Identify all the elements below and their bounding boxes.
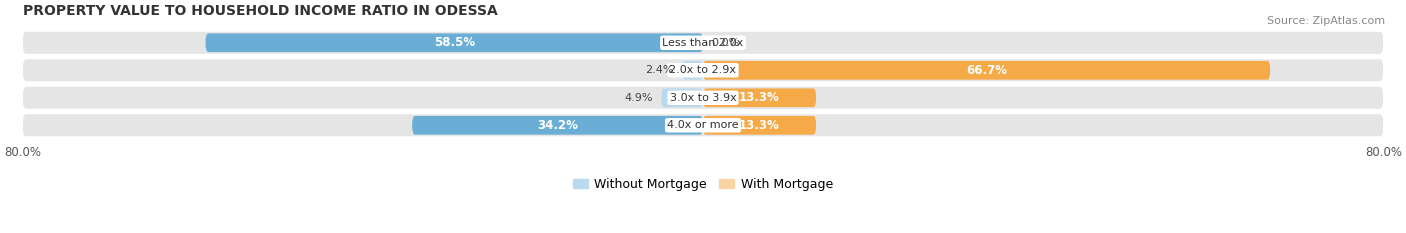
FancyBboxPatch shape (205, 33, 703, 52)
FancyBboxPatch shape (661, 89, 703, 107)
Text: 2.0x to 2.9x: 2.0x to 2.9x (669, 65, 737, 75)
Text: 13.3%: 13.3% (740, 119, 780, 132)
Text: 2.4%: 2.4% (645, 65, 673, 75)
Text: 4.9%: 4.9% (624, 93, 652, 103)
Text: 3.0x to 3.9x: 3.0x to 3.9x (669, 93, 737, 103)
FancyBboxPatch shape (703, 89, 815, 107)
Text: 0.0%: 0.0% (711, 38, 740, 48)
Text: Less than 2.0x: Less than 2.0x (662, 38, 744, 48)
FancyBboxPatch shape (22, 114, 1384, 136)
FancyBboxPatch shape (22, 32, 1384, 54)
Text: 58.5%: 58.5% (433, 36, 475, 49)
FancyBboxPatch shape (703, 61, 1270, 80)
Text: 66.7%: 66.7% (966, 64, 1007, 77)
FancyBboxPatch shape (22, 59, 1384, 81)
Text: PROPERTY VALUE TO HOUSEHOLD INCOME RATIO IN ODESSA: PROPERTY VALUE TO HOUSEHOLD INCOME RATIO… (22, 4, 498, 18)
FancyBboxPatch shape (703, 116, 815, 135)
Text: 34.2%: 34.2% (537, 119, 578, 132)
Legend: Without Mortgage, With Mortgage: Without Mortgage, With Mortgage (568, 173, 838, 196)
FancyBboxPatch shape (682, 61, 703, 80)
Text: 13.3%: 13.3% (740, 91, 780, 104)
Text: Source: ZipAtlas.com: Source: ZipAtlas.com (1267, 16, 1385, 26)
Text: 4.0x or more: 4.0x or more (668, 120, 738, 130)
FancyBboxPatch shape (412, 116, 703, 135)
FancyBboxPatch shape (22, 87, 1384, 109)
